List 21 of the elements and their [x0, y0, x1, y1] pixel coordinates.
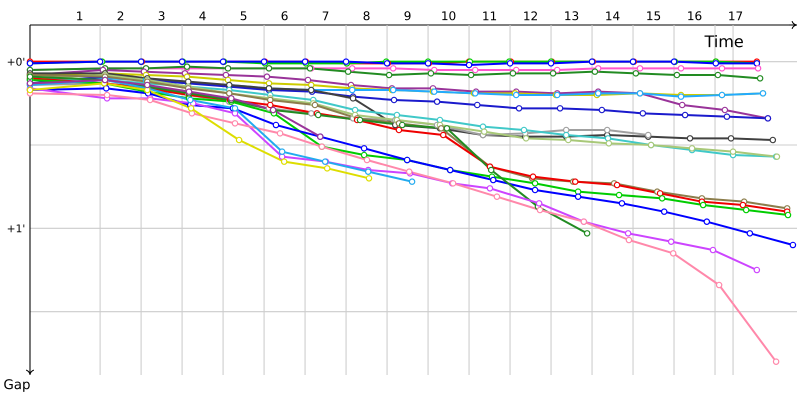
- x-tick-label: 2: [118, 11, 124, 20]
- x-tick-label: 10: [442, 11, 456, 20]
- x-tick-label: 12: [524, 11, 537, 20]
- x-tick-label: 13: [565, 11, 578, 20]
- y-tick-label: +1': [8, 224, 24, 232]
- y-tick-label: +0': [8, 58, 24, 66]
- x-tick-label: 1: [77, 12, 82, 20]
- x-tick-label: 16: [688, 11, 702, 20]
- x-tick-label: 17: [729, 12, 742, 20]
- y-axis-title: Gap: [4, 379, 30, 392]
- x-tick-label: 6: [282, 11, 288, 20]
- x-tick-label: 4: [199, 12, 206, 20]
- x-tick-label: 8: [364, 11, 370, 20]
- x-tick-label: 3: [158, 11, 164, 20]
- x-tick-label: 7: [322, 12, 328, 20]
- x-axis-title: Time: [704, 34, 743, 48]
- x-tick-label: 9: [404, 11, 411, 20]
- x-tick-label: 5: [240, 11, 246, 20]
- x-tick-label: 14: [606, 12, 620, 20]
- x-tick-label: 11: [483, 12, 496, 20]
- x-tick-label: 15: [647, 11, 660, 20]
